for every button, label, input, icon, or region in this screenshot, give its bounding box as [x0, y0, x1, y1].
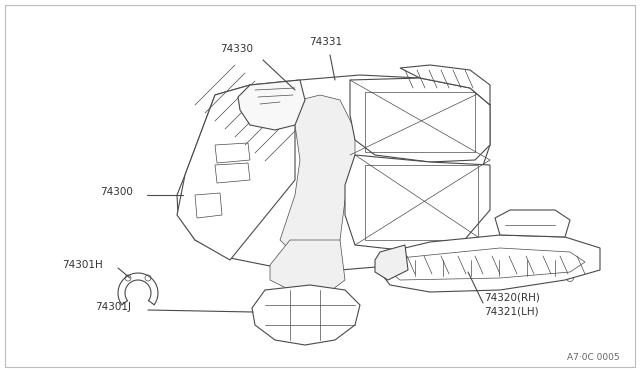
- Text: 74301J: 74301J: [95, 302, 131, 312]
- Polygon shape: [270, 240, 345, 295]
- Polygon shape: [280, 95, 355, 265]
- Text: 74301H: 74301H: [62, 260, 103, 270]
- Polygon shape: [495, 210, 570, 237]
- Text: 74300: 74300: [100, 187, 133, 197]
- Text: 74320(RH): 74320(RH): [484, 292, 540, 302]
- Polygon shape: [400, 65, 490, 105]
- Polygon shape: [380, 235, 600, 292]
- Text: A7·0C 0005: A7·0C 0005: [568, 353, 620, 362]
- Polygon shape: [177, 75, 490, 270]
- Polygon shape: [345, 155, 490, 250]
- Text: 74331: 74331: [309, 37, 342, 47]
- Text: 74321(LH): 74321(LH): [484, 307, 539, 317]
- Text: 74330: 74330: [221, 44, 253, 54]
- Polygon shape: [350, 78, 490, 162]
- Polygon shape: [238, 80, 305, 130]
- Polygon shape: [252, 285, 360, 345]
- Polygon shape: [177, 85, 295, 260]
- Polygon shape: [375, 245, 408, 280]
